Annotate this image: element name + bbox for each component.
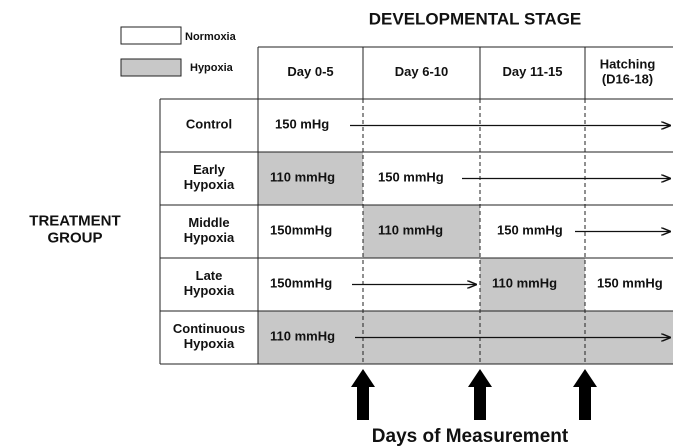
cell-text: 110 mmHg — [492, 276, 557, 291]
cell-text: 150mmHg — [270, 276, 332, 291]
legend-swatch — [120, 58, 182, 77]
hypoxia-cell — [258, 152, 363, 205]
hypoxia-cell — [363, 205, 480, 258]
row-label: Middle Hypoxia — [184, 215, 235, 245]
column-header: Day 6-10 — [395, 64, 448, 79]
column-header: Hatching (D16-18) — [600, 57, 656, 87]
measurement-arrow — [573, 369, 597, 420]
column-header: Day 11-15 — [503, 64, 563, 79]
side-label: TREATMENT GROUP — [29, 212, 120, 246]
legend-label: Normoxia — [185, 31, 237, 43]
cell-text: 150 mmHg — [497, 223, 563, 238]
cell-text: 150 mmHg — [378, 170, 444, 185]
cell-text: 150 mmHg — [597, 276, 663, 291]
cell-text: 150 mHg — [275, 117, 329, 132]
cell-text: 110 mmHg — [378, 223, 443, 238]
cell-text: 110 mmHg — [270, 170, 335, 185]
cell-text: 110 mmHg — [270, 329, 335, 344]
measurement-arrow — [468, 369, 492, 420]
row-label: Late Hypoxia — [184, 268, 235, 298]
legend-swatch — [120, 26, 182, 45]
row-label: Continuous Hypoxia — [173, 321, 245, 351]
title: DEVELOPMENTAL STAGE — [369, 9, 582, 28]
column-header: Day 0-5 — [287, 64, 333, 79]
hypoxia-cell — [480, 258, 585, 311]
cell-text: 150mmHg — [270, 223, 332, 238]
row-label: Early Hypoxia — [184, 162, 235, 192]
legend-label: Hypoxia — [190, 62, 234, 74]
footer: Days of Measurement — [372, 426, 569, 447]
row-label: Control — [186, 117, 232, 132]
measurement-arrow — [351, 369, 375, 420]
